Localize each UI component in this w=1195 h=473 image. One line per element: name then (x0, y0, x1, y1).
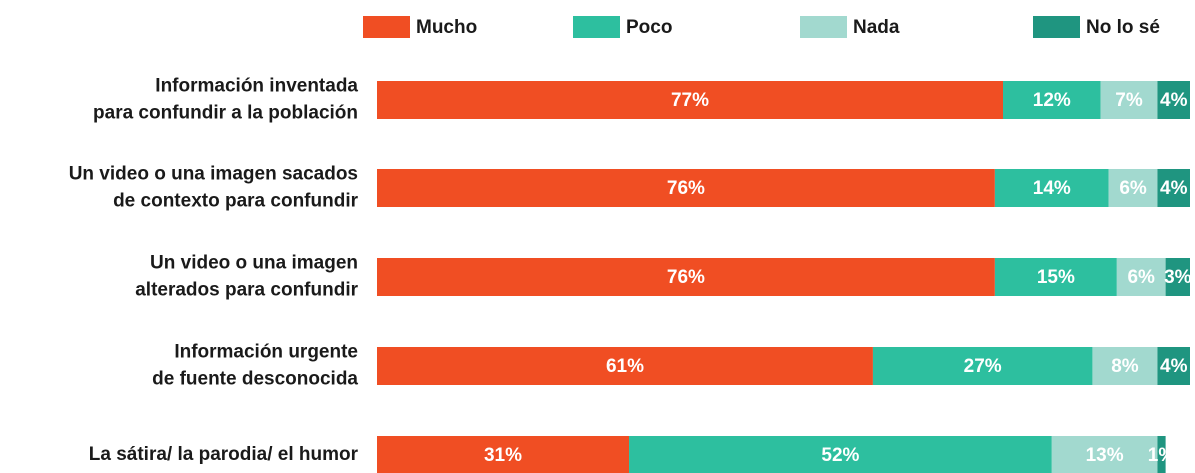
value-label: 12% (1033, 90, 1071, 111)
bar-segment (1092, 347, 1158, 385)
bar-segment (377, 347, 873, 385)
bar-segment (377, 169, 995, 207)
value-label: 76% (667, 267, 705, 288)
value-label: 7% (1115, 90, 1143, 111)
bar-segment (1100, 81, 1158, 119)
value-label: 52% (821, 445, 859, 466)
category-label: alterados para confundir (135, 280, 358, 301)
category-label: Un video o una imagen sacados (69, 164, 358, 185)
bar-segment (872, 347, 1093, 385)
legend-swatch (800, 16, 847, 38)
bar-segment (994, 169, 1109, 207)
value-label: 14% (1033, 178, 1071, 199)
value-label: 13% (1086, 445, 1124, 466)
value-label: 6% (1119, 178, 1147, 199)
bar-segment (1157, 436, 1166, 473)
bar-segment (377, 81, 1004, 119)
value-label: 77% (671, 90, 709, 111)
legend-label: Nada (853, 17, 900, 38)
bar-segment (1003, 81, 1101, 119)
value-label: 4% (1160, 90, 1188, 111)
bar-segment (1157, 81, 1190, 119)
value-label: 4% (1160, 178, 1188, 199)
bar-segment (377, 258, 995, 296)
category-label: La sátira/ la parodia/ el humor (89, 444, 359, 465)
value-label: 6% (1127, 267, 1155, 288)
category-label: de fuente desconocida (152, 369, 358, 390)
bar-segment (377, 436, 630, 473)
bar-segment (629, 436, 1052, 473)
legend-label: Poco (626, 17, 672, 38)
bar-segment (1116, 258, 1166, 296)
bar-segment (1051, 436, 1158, 473)
value-label: 61% (606, 356, 644, 377)
category-label: para confundir a la población (93, 103, 358, 124)
value-label: 3% (1164, 267, 1192, 288)
value-label: 4% (1160, 356, 1188, 377)
legend-label: No lo sé (1086, 17, 1160, 38)
value-label: 15% (1037, 267, 1075, 288)
category-label: Información inventada (155, 76, 358, 97)
value-label: 27% (964, 356, 1002, 377)
bar-segment (994, 258, 1117, 296)
legend-swatch (1033, 16, 1080, 38)
category-label: Información urgente (174, 342, 358, 363)
value-label: 31% (484, 445, 522, 466)
legend-swatch (573, 16, 620, 38)
bar-segment (1157, 169, 1190, 207)
category-label: Un video o una imagen (150, 253, 358, 274)
bar-segment (1165, 258, 1190, 296)
value-label: 1% (1148, 445, 1176, 466)
bar-segment (1108, 169, 1158, 207)
legend-label: Mucho (416, 17, 477, 38)
category-label: de contexto para confundir (113, 191, 359, 212)
legend-swatch (363, 16, 410, 38)
value-label: 76% (667, 178, 705, 199)
value-label: 8% (1111, 356, 1139, 377)
bar-segment (1157, 347, 1190, 385)
